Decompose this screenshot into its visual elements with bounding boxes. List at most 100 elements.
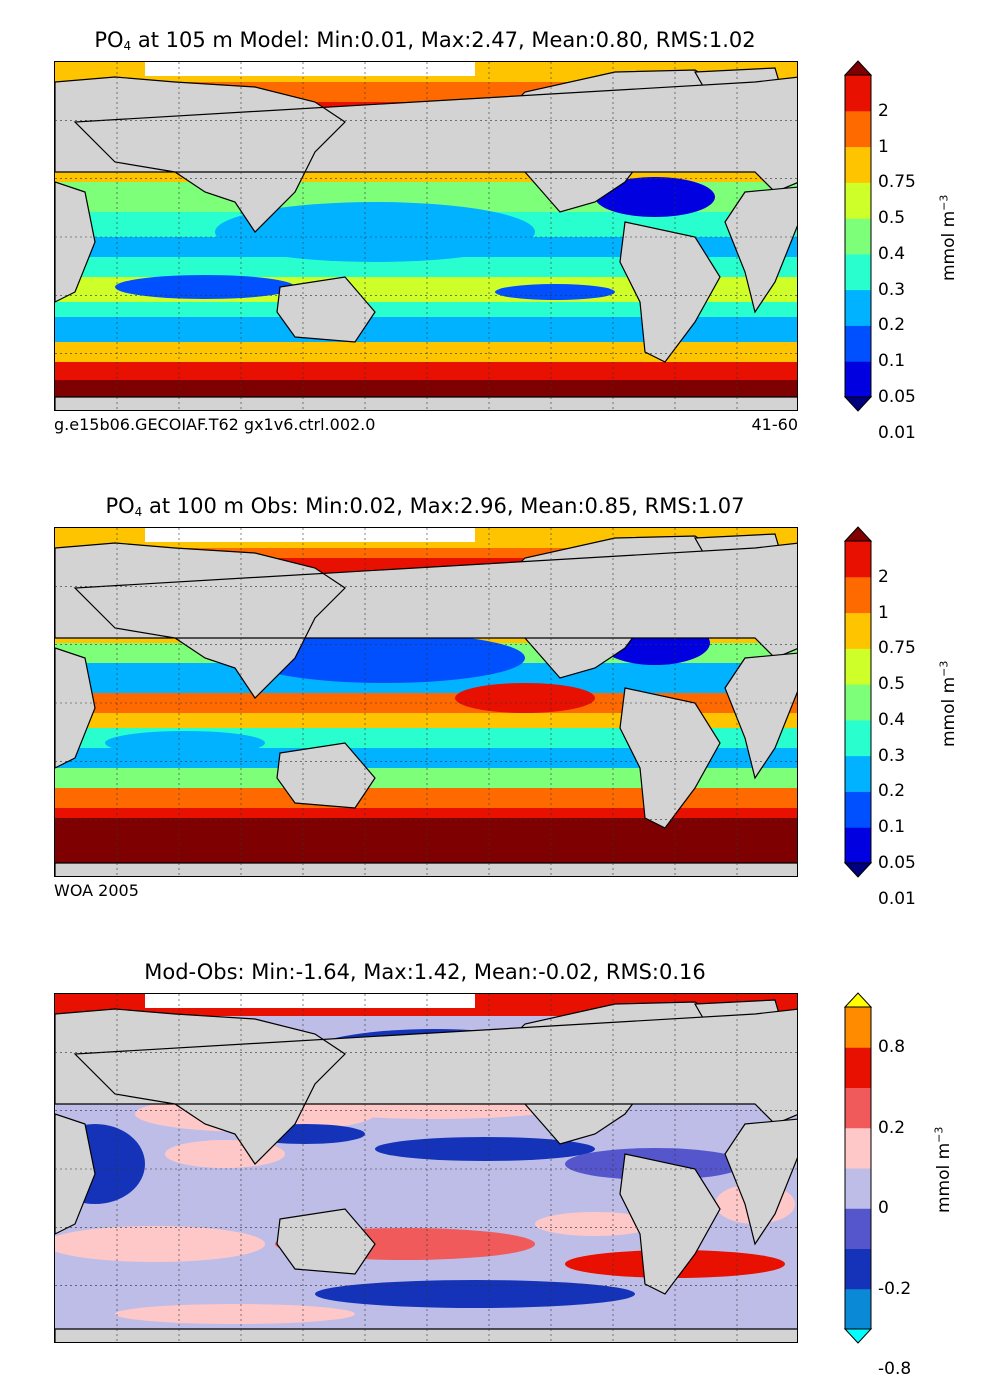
colorbar-band xyxy=(845,1248,871,1290)
colorbar-tick-label: 0.1 xyxy=(878,351,906,372)
units-text: mmol m xyxy=(934,1142,955,1214)
field-blob xyxy=(315,1280,635,1308)
field-blob xyxy=(115,1304,355,1324)
panel-title: PO4 at 100 m Obs: Min:0.02, Max:2.96, Me… xyxy=(0,494,850,519)
map-field xyxy=(55,62,797,410)
colorbar-tick-label: 0.2 xyxy=(878,315,906,336)
colorbar-tick-label: 2 xyxy=(878,566,889,587)
colorbar-band xyxy=(845,827,871,864)
sea-ice-mask xyxy=(145,62,475,76)
colorbar-band xyxy=(845,182,871,219)
title-prefix: PO xyxy=(94,28,124,52)
colorbar-frame xyxy=(844,1006,872,1330)
field-blob xyxy=(535,1212,655,1236)
colorbar-band xyxy=(845,1007,871,1048)
colorbar-tick-label: 0.2 xyxy=(878,781,906,802)
colorbar-band xyxy=(845,325,871,362)
land-mask xyxy=(55,396,797,410)
land-mask xyxy=(724,1118,797,1246)
title-text: Mod-Obs: Min:-1.64, Max:1.42, Mean:-0.02… xyxy=(144,960,706,984)
colorbar-extend-max xyxy=(843,526,873,542)
colorbar-band xyxy=(845,755,871,792)
colorbar-tick-label: 0.3 xyxy=(878,279,906,300)
colorbar-band xyxy=(845,1087,871,1129)
subtitle-left: WOA 2005 xyxy=(54,881,139,900)
land-mask xyxy=(55,647,96,769)
colorbar-frame xyxy=(844,540,872,864)
sea-ice-mask xyxy=(145,994,475,1008)
subtitle-left: g.e15b06.GECOIAF.T62 gx1v6.ctrl.002.0 xyxy=(54,415,376,434)
units-text: mmol m xyxy=(939,676,960,748)
colorbar-band xyxy=(845,146,871,183)
colorbar-extend-min xyxy=(843,396,873,412)
field-blob xyxy=(595,177,715,217)
colorbar-band xyxy=(845,576,871,614)
field-band xyxy=(55,342,797,362)
field-band xyxy=(55,748,797,768)
sea-ice-mask xyxy=(145,528,475,542)
units-label: mmol m−3 xyxy=(932,1127,954,1213)
colorbar-tick-label: 1 xyxy=(878,602,889,623)
colorbar-tick-label: 1 xyxy=(878,136,889,157)
colorbar-band xyxy=(845,253,871,291)
field-blob xyxy=(245,633,525,683)
map-field xyxy=(55,994,797,1342)
colorbar-band xyxy=(845,541,871,578)
colorbar-band xyxy=(845,1208,871,1249)
colorbar-band xyxy=(845,1168,871,1209)
map-field xyxy=(55,528,797,876)
colorbar-tick-label: 0.1 xyxy=(878,817,906,838)
panel-title: PO4 at 105 m Model: Min:0.01, Max:2.47, … xyxy=(0,28,850,53)
title-rest: at 100 m Obs: Min:0.02, Max:2.96, Mean:0… xyxy=(142,494,745,518)
colorbar-frame xyxy=(844,74,872,398)
land-mask xyxy=(619,221,721,363)
land-mask xyxy=(724,652,797,780)
panel-title: Mod-Obs: Min:-1.64, Max:1.42, Mean:-0.02… xyxy=(0,960,850,984)
colorbar-tick-label: 0.3 xyxy=(878,745,906,766)
colorbar xyxy=(843,526,873,878)
colorbar-tick-label: 0.01 xyxy=(878,422,916,443)
title-subscript: 4 xyxy=(123,39,132,53)
colorbar-bands xyxy=(843,60,873,412)
colorbar-tick-label: 0.05 xyxy=(878,387,916,407)
colorbar-tick-label: -0.8 xyxy=(878,1359,912,1379)
field-blob xyxy=(55,1226,265,1262)
field-blob xyxy=(495,284,615,300)
colorbar-band xyxy=(845,719,871,757)
colorbar-bands xyxy=(843,526,873,878)
colorbar-tick-label: 2 xyxy=(878,100,889,121)
field-band xyxy=(55,548,797,558)
land-mask xyxy=(55,1113,96,1235)
units-label: mmol m−3 xyxy=(937,195,959,281)
units-exponent: −3 xyxy=(937,194,951,211)
colorbar-tick-label: 0.5 xyxy=(878,208,906,229)
colorbar-extend-max xyxy=(843,992,873,1008)
field-blob xyxy=(215,1180,495,1208)
land-mask xyxy=(724,186,797,314)
colorbar-band xyxy=(845,684,871,721)
land-mask xyxy=(276,742,376,809)
map-plot xyxy=(54,61,798,411)
field-band xyxy=(55,713,797,728)
units-text: mmol m xyxy=(939,210,960,282)
colorbar-band xyxy=(845,1288,871,1330)
field-band xyxy=(55,768,797,788)
colorbar-tick-label: 0.4 xyxy=(878,243,906,264)
title-prefix: PO xyxy=(105,494,135,518)
land-mask xyxy=(55,181,96,303)
colorbar-band xyxy=(845,110,871,148)
colorbar-tick-label: 0.75 xyxy=(878,172,916,193)
colorbar-band xyxy=(845,361,871,398)
field-blob xyxy=(375,1137,595,1161)
colorbar xyxy=(843,992,873,1344)
land-mask xyxy=(55,1328,797,1342)
map-plot xyxy=(54,527,798,877)
field-band xyxy=(55,788,797,808)
colorbar-band xyxy=(845,289,871,326)
land-mask xyxy=(276,276,376,343)
field-blob xyxy=(105,731,265,755)
units-label: mmol m−3 xyxy=(937,661,959,747)
land-mask xyxy=(619,1153,721,1295)
land-mask xyxy=(619,687,721,829)
colorbar-band xyxy=(845,648,871,685)
